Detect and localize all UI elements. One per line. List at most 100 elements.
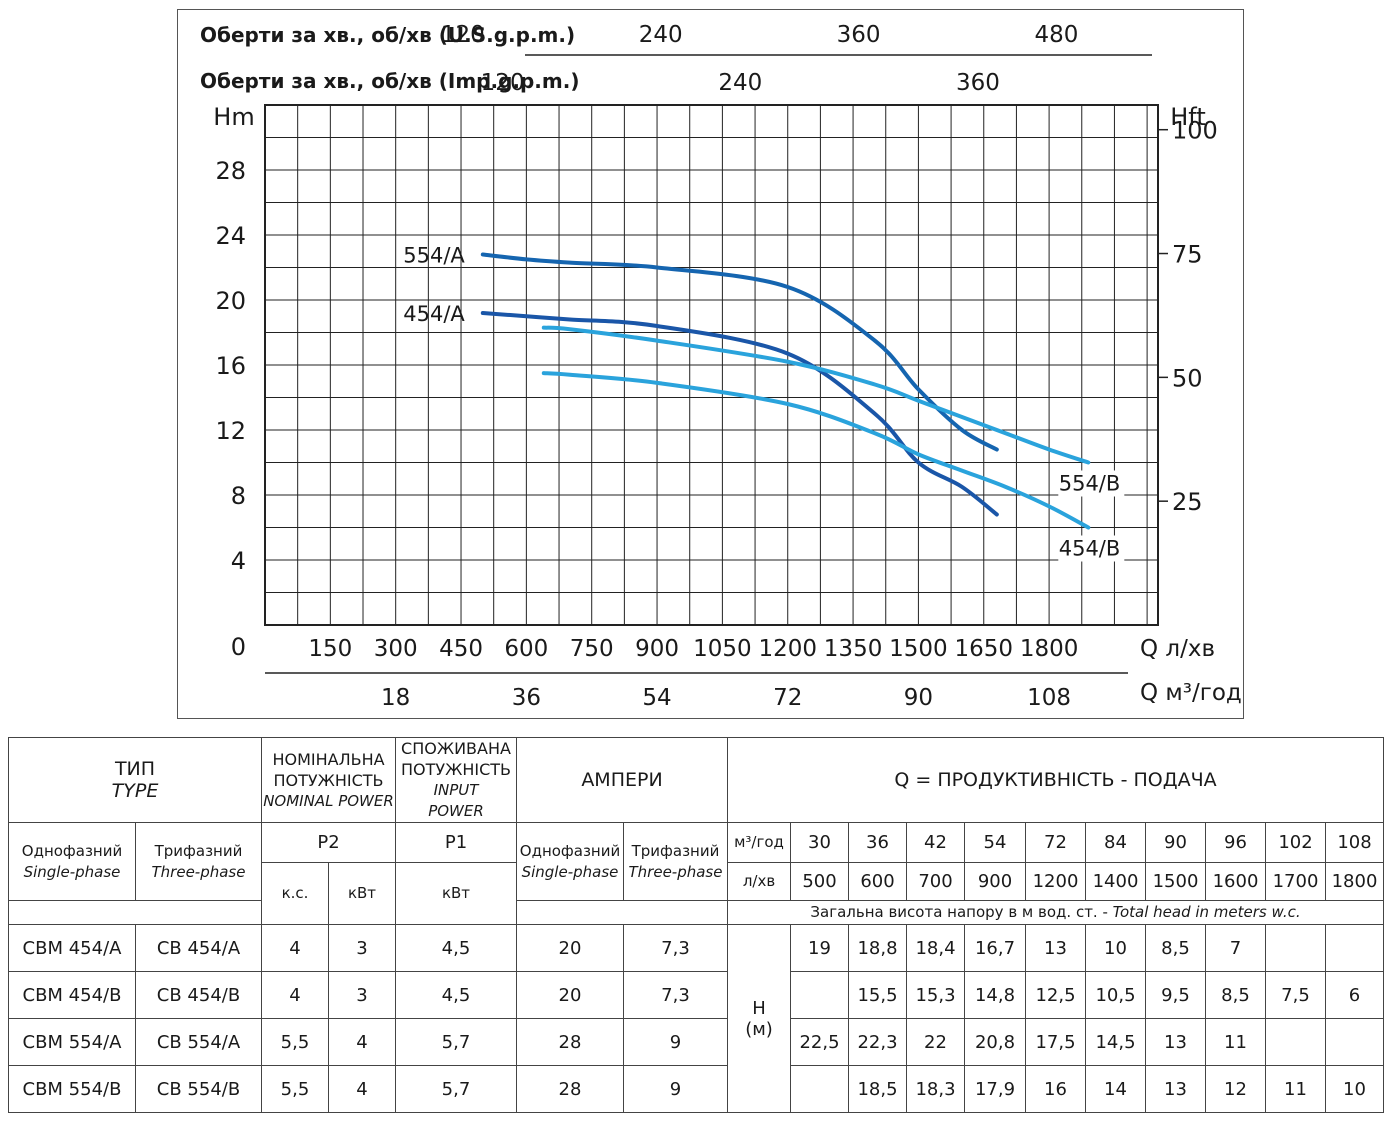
q-m3h-cell: 42 [906,822,965,863]
head-value [1265,1018,1326,1066]
usgpm-tick-label: 240 [639,22,683,48]
amp-single-en: Single-phase [521,862,619,881]
x-tick-label: 900 [635,636,679,662]
y-right-tick-label: 75 [1172,241,1203,269]
head-value: 12,5 [1025,971,1086,1019]
y-tick-label: 20 [215,287,246,315]
head-value [1325,1018,1384,1066]
q-header: Q = ПРОДУКТИВНІСТЬ - ПОДАЧА [727,737,1384,823]
amp-single-header: Однофазний Single-phase [516,822,624,901]
q-m3h-cell: 72 [1025,822,1086,863]
x-tick-label: 1800 [1020,636,1079,662]
series-label: 454/A [403,302,465,326]
chart-frame [177,9,1244,719]
head-value: 18,4 [906,924,965,972]
three-model: CB 554/A [135,1018,262,1066]
h-label: H [752,997,766,1019]
amp-three-value: 9 [623,1065,728,1113]
p1-header: P1 [395,822,517,863]
single-phase-label: Однофазний [21,841,123,860]
hp-header: к.с. [261,862,329,925]
head-value: 22 [906,1018,965,1066]
p2-header: P2 [261,822,396,863]
impgpm-tick-label: 120 [481,70,525,96]
single-model: CBM 554/B [8,1065,136,1113]
q-m3h-cell: 90 [1145,822,1206,863]
type-header: ТИП TYPE [8,737,262,823]
q-lmin-cell: 1800 [1325,862,1384,901]
single-model: CBM 454/B [8,971,136,1019]
p1-value: 5,7 [395,1065,517,1113]
amp-three-value: 9 [623,1018,728,1066]
head-value: 14,5 [1085,1018,1146,1066]
input-power-en: INPUT POWER [428,781,484,820]
amp-single-value: 20 [516,924,624,972]
x-tick-label: 1350 [824,636,883,662]
y-right-tick-label: 25 [1172,488,1203,516]
head-value: 17,5 [1025,1018,1086,1066]
x2-tick-label: 18 [381,685,410,711]
x2-tick-label: 54 [642,685,671,711]
head-value: 10 [1085,924,1146,972]
x2-tick-label: 90 [904,685,933,711]
x-tick-label: 150 [308,636,352,662]
q-lmin-cell: 900 [964,862,1026,901]
amp-single-value: 28 [516,1018,624,1066]
kw-value: 3 [328,924,396,972]
input-power-title: СПОЖИВАНА ПОТУЖНІСТЬ [400,739,512,779]
head-value: 13 [1145,1065,1206,1113]
unit-m3h: м³/год [727,822,791,863]
amp-three-header: Трифазний Three-phase [623,822,728,901]
q-lmin-cell: 700 [906,862,965,901]
head-value: 7,5 [1265,971,1326,1019]
head-value: 17,9 [964,1065,1026,1113]
amp-single-label: Однофазний [519,841,621,860]
head-value: 6 [1325,971,1384,1019]
q-m3h-cell: 84 [1085,822,1146,863]
y-tick-label: 24 [215,222,246,250]
pump-curve-chart: Оберти за хв., об/хв (U.S.g.p.m.) Оберти… [200,22,1242,711]
x2-tick-label: 72 [773,685,802,711]
head-value: 11 [1205,1018,1266,1066]
amp-three-value: 7,3 [623,924,728,972]
y-tick-label: 8 [231,482,246,510]
series-label-bg [1058,470,1125,497]
top-axis-impgpm-label: Оберти за хв., об/хв (Imp.g.p.m.) [200,69,579,93]
head-value: 13 [1025,924,1086,972]
x-tick-label: 1200 [758,636,817,662]
y-tick-label: 4 [231,547,246,575]
impgpm-tick-label: 240 [718,70,762,96]
q-lmin-cell: 1500 [1145,862,1206,901]
series-label: 454/B [1059,537,1121,561]
head-value [790,1065,849,1113]
head-value: 8,5 [1205,971,1266,1019]
head-value: 14,8 [964,971,1026,1019]
x-tick-label: 300 [374,636,418,662]
hp-value: 5,5 [261,1065,329,1113]
amperes-header: АМПЕРИ [516,737,728,823]
spacer-cell [8,900,262,925]
q-m3h-cell: 96 [1205,822,1266,863]
p1-value: 4,5 [395,971,517,1019]
head-value: 18,3 [906,1065,965,1113]
head-value [790,971,849,1019]
head-value: 10,5 [1085,971,1146,1019]
head-value: 16 [1025,1065,1086,1113]
q-lmin-cell: 1600 [1205,862,1266,901]
usgpm-tick-label: 360 [837,22,881,48]
three-phase-en: Three-phase [151,862,246,881]
head-value: 22,5 [790,1018,849,1066]
q-lmin-cell: 1400 [1085,862,1146,901]
curve-454-b [541,371,1091,530]
hp-value: 5,5 [261,1018,329,1066]
kw-value: 4 [328,1065,396,1113]
head-note-ua: Загальна висота напору в м вод. ст. - [810,903,1113,921]
y-tick-label: 16 [215,352,246,380]
x2-tick-label: 108 [1027,685,1071,711]
nominal-power-header: НОМІНАЛЬНА ПОТУЖНІСТЬ NOMINAL POWER [261,737,396,823]
x2-tick-label: 36 [512,685,541,711]
top-axis-usgpm-label: Оберти за хв., об/хв (U.S.g.p.m.) [200,23,575,47]
hp-value: 4 [261,924,329,972]
nominal-power-title: НОМІНАЛЬНА ПОТУЖНІСТЬ [272,749,385,790]
three-phase-header: Трифазний Three-phase [135,822,262,901]
